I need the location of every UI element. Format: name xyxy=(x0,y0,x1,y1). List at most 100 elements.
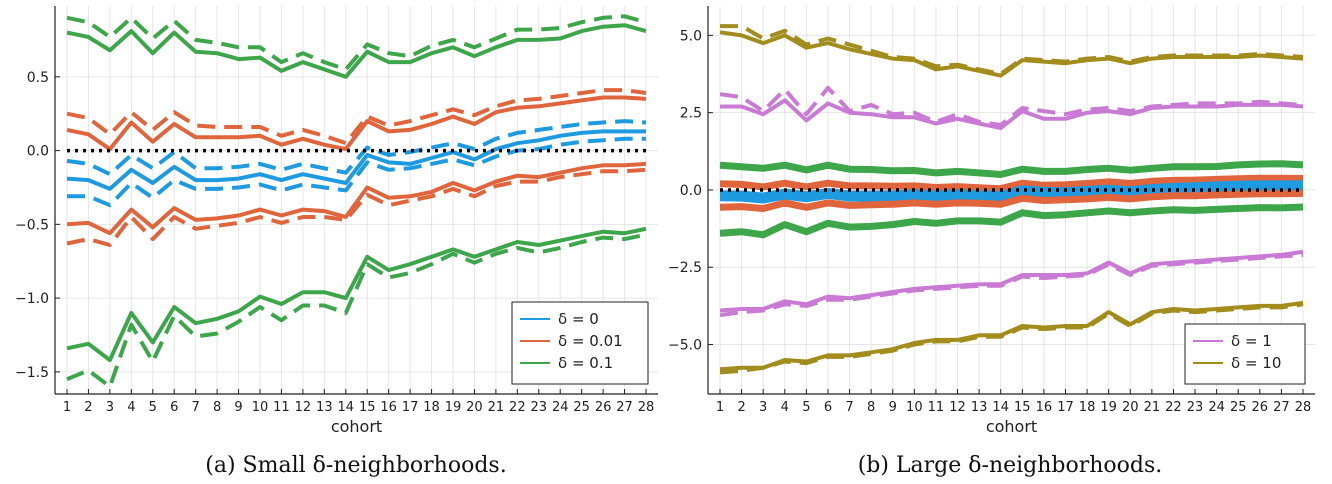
x-tick-label: 26 xyxy=(595,400,612,415)
y-tick-label: 2.5 xyxy=(680,106,702,122)
x-tick-label: 17 xyxy=(402,400,419,415)
series-line-d1-dashed xyxy=(719,85,1304,127)
x-tick-label: 14 xyxy=(992,400,1009,415)
series-line-d01-solid xyxy=(66,226,647,363)
legend-label: δ = 0.01 xyxy=(558,332,623,350)
x-tick-label: 18 xyxy=(1079,400,1096,415)
y-tick-label: −0.5 xyxy=(15,217,49,233)
y-tick-label: 5.0 xyxy=(680,28,702,44)
x-tick-label: 8 xyxy=(213,400,221,415)
x-tick-label: 21 xyxy=(1144,400,1161,415)
x-tick-label: 10 xyxy=(252,400,269,415)
series-line-d001-solid xyxy=(719,189,1304,212)
x-tick-label: 8 xyxy=(867,400,875,415)
x-tick-label: 18 xyxy=(423,400,440,415)
x-tick-label: 1 xyxy=(63,400,71,415)
legend-box xyxy=(1184,323,1306,385)
series-line-d001-solid xyxy=(66,95,647,152)
y-tick-label: 0.5 xyxy=(27,70,49,86)
chart-panel-b: 5.02.50.0−2.5−5.01 2 3 4 5 6 7 8 9 10 11 12 13 14 15 16… xyxy=(668,6,1315,478)
x-tick-label: 28 xyxy=(1295,400,1312,415)
x-tick-label: 5 xyxy=(149,400,157,415)
x-tick-label: 13 xyxy=(316,400,333,415)
x-tick-label: 19 xyxy=(1100,400,1117,415)
x-tick-label: 7 xyxy=(845,400,853,415)
x-tick-label: 9 xyxy=(234,400,242,415)
series-line-d001-dashed xyxy=(66,88,647,146)
series-line-d01-solid xyxy=(66,23,647,79)
x-tick-label: 1 xyxy=(716,400,724,415)
x-tick-label: 24 xyxy=(552,400,569,415)
x-axis-label: cohort xyxy=(986,417,1037,436)
x-tick-label: 15 xyxy=(1014,400,1031,415)
x-tick-label: 4 xyxy=(127,400,135,415)
x-tick-label: 24 xyxy=(1208,400,1225,415)
series-line-d1-solid xyxy=(720,98,1304,131)
legend-label: δ = 1 xyxy=(1231,332,1272,350)
x-tick-label: 3 xyxy=(106,400,114,415)
series-line-d0-solid xyxy=(719,180,1303,204)
x-tick-label: 11 xyxy=(928,400,945,415)
x-tick-label: 13 xyxy=(971,400,988,415)
x-tick-label: 16 xyxy=(380,400,397,415)
x-tick-label: 20 xyxy=(466,400,483,415)
x-tick-label: 4 xyxy=(781,400,789,415)
x-tick-label: 16 xyxy=(1036,400,1053,415)
series-line-d0-dashed xyxy=(67,136,646,208)
series-line-d1-solid xyxy=(719,249,1304,313)
series-line-d001-solid xyxy=(66,161,647,236)
x-tick-label: 12 xyxy=(949,400,966,415)
y-tick-label: −1.5 xyxy=(15,365,49,381)
x-axis-label: cohort xyxy=(331,417,382,436)
x-tick-label: 22 xyxy=(1165,400,1182,415)
y-tick-label: −1.0 xyxy=(15,291,49,307)
x-tick-label: 25 xyxy=(573,400,590,415)
series-line-d10-dashed xyxy=(720,24,1304,76)
series-line-d001-dashed xyxy=(66,167,647,247)
x-tick-label: 12 xyxy=(295,400,312,415)
legend-box xyxy=(511,301,649,385)
x-tick-label: 19 xyxy=(445,400,462,415)
x-tick-label: 3 xyxy=(759,400,767,415)
y-tick-label: −5.0 xyxy=(668,338,702,354)
legend-label: δ = 0 xyxy=(558,310,599,328)
x-tick-label: 25 xyxy=(1230,400,1247,415)
x-tick-label: 20 xyxy=(1122,400,1139,415)
y-tick-label: 0.0 xyxy=(27,144,49,160)
x-tick-label: 9 xyxy=(889,400,897,415)
x-tick-label: 6 xyxy=(170,400,178,415)
x-tick-label: 27 xyxy=(1273,400,1290,415)
x-tick-label: 23 xyxy=(1187,400,1204,415)
series-line-d01-dashed xyxy=(66,232,647,389)
figure-caption: (a) Small δ-neighborhoods. xyxy=(205,453,506,478)
series-line-d0-dashed xyxy=(66,119,647,177)
x-tick-label: 28 xyxy=(638,400,655,415)
x-tick-label: 27 xyxy=(616,400,633,415)
series-line-d01-solid xyxy=(719,160,1304,178)
x-tick-label: 2 xyxy=(737,400,745,415)
y-tick-label: −2.5 xyxy=(668,260,702,276)
legend-label: δ = 0.1 xyxy=(558,354,613,372)
series-line-d01-solid xyxy=(719,203,1304,239)
x-tick-label: 26 xyxy=(1252,400,1269,415)
x-tick-label: 11 xyxy=(273,400,290,415)
series-line-d10-dashed xyxy=(719,302,1304,375)
x-tick-label: 6 xyxy=(824,400,832,415)
y-tick-label: 0.0 xyxy=(680,183,702,199)
series-line-d0-solid xyxy=(66,129,646,191)
chart-panel-a: 0.50.0−0.5−1.0−1.51 2 3 4 5 6 7 8 9 10 11 12 13 14 15 1… xyxy=(15,6,658,478)
x-tick-label: 10 xyxy=(906,400,923,415)
x-tick-label: 17 xyxy=(1057,400,1074,415)
x-tick-label: 15 xyxy=(359,400,376,415)
figure-caption: (b) Large δ-neighborhoods. xyxy=(858,453,1163,478)
x-tick-label: 23 xyxy=(531,400,548,415)
legend-label: δ = 10 xyxy=(1231,354,1281,372)
x-tick-label: 5 xyxy=(802,400,810,415)
x-tick-label: 2 xyxy=(84,400,92,415)
series-line-d01-dashed xyxy=(66,14,647,72)
series-line-d1-dashed xyxy=(719,252,1304,318)
x-tick-label: 21 xyxy=(488,400,505,415)
x-tick-label: 22 xyxy=(509,400,526,415)
series-line-d001-solid xyxy=(719,174,1304,193)
